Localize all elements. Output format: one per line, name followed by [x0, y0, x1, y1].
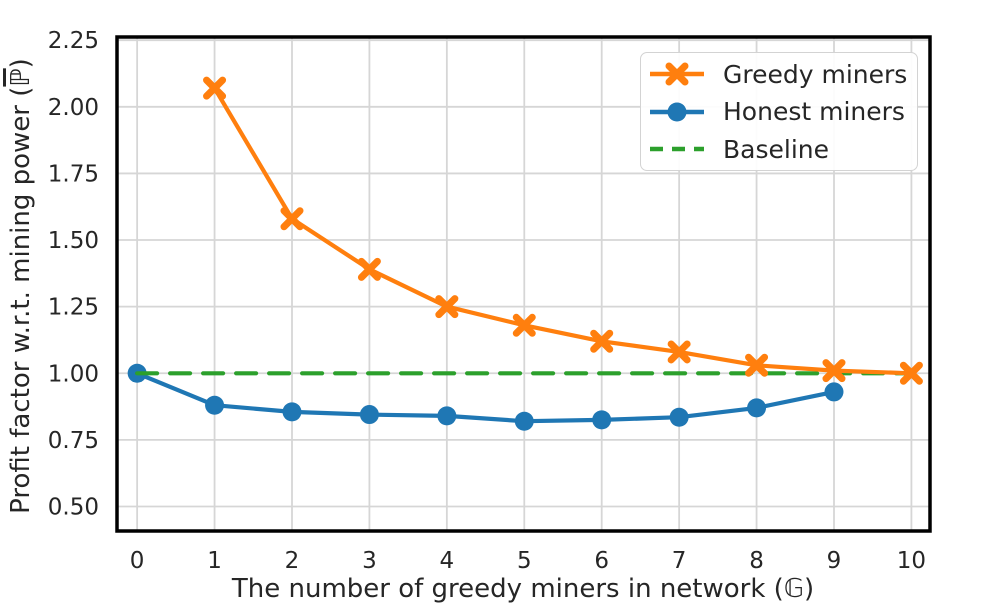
circle-marker-icon	[205, 395, 225, 415]
y-tick-label: 1.00	[48, 361, 99, 387]
x-marker-icon	[203, 76, 227, 100]
y-axis-label: Profit factor w.r.t. mining power (ℙ)	[6, 58, 36, 514]
honest-miners-line	[135, 371, 837, 424]
circle-marker-icon	[592, 410, 612, 430]
circle-marker-icon	[824, 382, 844, 402]
x-tick-label: 8	[749, 548, 764, 574]
legend-item-baseline: Baseline	[641, 131, 917, 168]
plot-border	[115, 35, 932, 533]
x-axis-label: The number of greedy miners in network (…	[232, 574, 814, 604]
circle-marker-icon	[437, 406, 457, 426]
x-marker-icon	[745, 353, 769, 377]
x-marker-icon	[435, 295, 459, 319]
circle-marker-icon	[667, 102, 687, 121]
g-doublestruck-symbol: 𝔾	[783, 574, 804, 604]
y-tick-label: 0.50	[48, 494, 99, 520]
y-axis-label-prefix: Profit factor w.r.t. mining power (	[6, 86, 36, 514]
x-marker-icon	[665, 62, 689, 86]
legend-label-baseline: Baseline	[723, 134, 829, 164]
legend-label-greedy-miners: Greedy miners	[723, 59, 908, 89]
x-tick-label: 2	[285, 548, 300, 574]
legend-sample-honest-miners	[650, 102, 704, 121]
honest-miners-series	[127, 363, 844, 431]
x-marker-icon	[822, 359, 846, 383]
x-tick-label: 9	[827, 548, 842, 574]
y-tick-labels: 0.50 0.75 1.00 1.25 1.50 1.75 2.00 2.25	[48, 28, 99, 520]
x-tick-labels: 0 1 2 3 4 5 6 7 8 9 10	[130, 548, 926, 574]
y-tick-label: 1.75	[48, 161, 99, 187]
circle-marker-icon	[747, 398, 767, 418]
legend-sample-greedy-miners	[650, 62, 704, 86]
x-tick-label: 1	[207, 548, 222, 574]
x-marker-icon	[512, 313, 536, 337]
x-tick-label: 5	[517, 548, 532, 574]
circle-marker-icon	[282, 402, 302, 422]
y-axis-label-suffix: )	[6, 58, 36, 69]
legend: Greedy miners Honest miners Baseline	[640, 52, 918, 171]
legend-label-honest-miners: Honest miners	[723, 97, 905, 126]
circle-marker-icon	[359, 405, 379, 425]
x-tick-label: 0	[130, 548, 145, 574]
y-tick-label: 2.00	[48, 95, 99, 121]
y-tick-label: 0.75	[48, 428, 99, 454]
x-axis-label-suffix: )	[803, 574, 815, 604]
x-marker-icon	[357, 257, 381, 281]
x-marker-icon	[280, 207, 304, 231]
legend-sample-baseline	[650, 146, 704, 152]
legend-item-greedy-miners: Greedy miners	[641, 56, 917, 93]
circle-marker-icon	[669, 407, 689, 427]
x-tick-label: 4	[440, 548, 455, 574]
x-tick-label: 6	[594, 548, 609, 574]
x-marker-icon	[667, 340, 691, 364]
y-tick-label: 1.25	[48, 295, 99, 321]
y-tick-label: 1.50	[48, 228, 99, 254]
x-tick-label: 10	[897, 548, 926, 574]
x-tick-label: 3	[362, 548, 377, 574]
y-tick-label: 2.25	[48, 28, 99, 54]
x-marker-icon	[899, 361, 923, 385]
greedy-miners-series	[203, 76, 923, 385]
x-tick-label: 7	[672, 548, 687, 574]
x-axis-label-prefix: The number of greedy miners in network (	[231, 574, 784, 604]
circle-marker-icon	[514, 411, 534, 431]
x-marker-icon	[590, 329, 614, 353]
p-doublestruck-overline-symbol: ℙ	[6, 68, 36, 87]
greedy-miners-line	[212, 86, 914, 376]
legend-item-honest-miners: Honest miners	[641, 93, 917, 130]
